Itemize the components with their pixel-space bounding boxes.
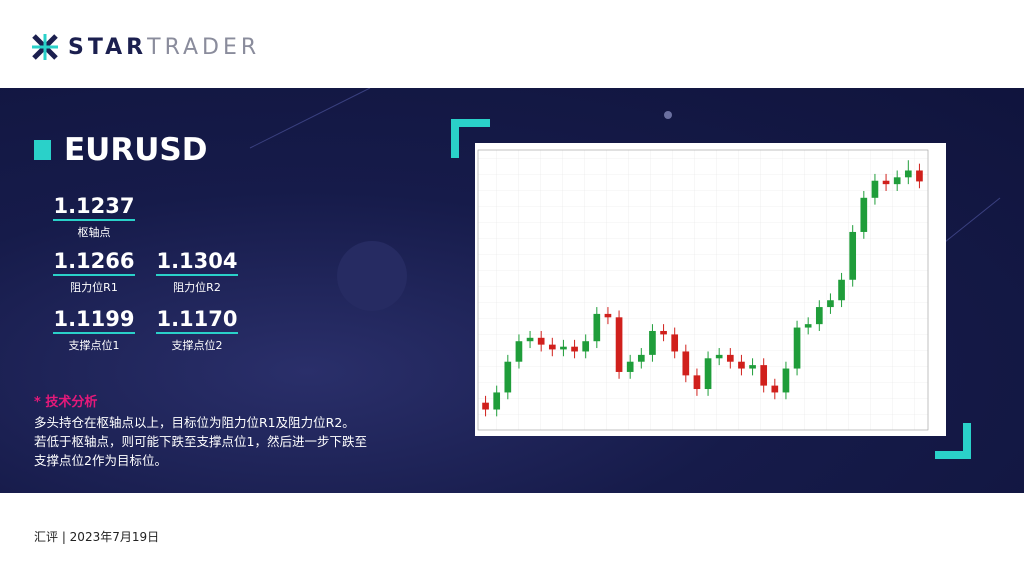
- candle-body: [682, 351, 690, 376]
- symbol: EURUSD: [64, 132, 208, 168]
- candle-body: [582, 341, 590, 352]
- candle-body: [660, 330, 667, 335]
- pivot-label: 枢轴点: [77, 226, 111, 239]
- candle-body: [704, 358, 712, 390]
- candle-body: [760, 365, 768, 386]
- brand-bold: STAR: [68, 34, 148, 60]
- pivot-value: 1.1237: [53, 194, 135, 221]
- r2-value: 1.1304: [156, 249, 238, 276]
- candle-body: [637, 354, 645, 362]
- r1: 1.1266 阻力位R1: [49, 249, 139, 295]
- candle-body: [548, 344, 556, 350]
- candle-body: [860, 197, 868, 232]
- candle-body: [626, 361, 634, 372]
- candle-body: [838, 279, 845, 301]
- chart: [475, 143, 946, 436]
- candle-body: [738, 361, 745, 369]
- candle-body: [504, 361, 512, 393]
- analysis-line: 多头持仓在枢轴点以上，目标位为阻力位R1及阻力位R2。: [34, 415, 355, 430]
- candle-body: [649, 330, 656, 355]
- candle-body: [871, 180, 879, 198]
- candle-body: [882, 180, 890, 185]
- candle-body: [804, 324, 812, 328]
- candle-body: [537, 337, 545, 345]
- candle-body: [904, 170, 912, 178]
- candle-body: [615, 317, 623, 372]
- title-marker: [34, 140, 51, 160]
- candle-body: [604, 313, 612, 318]
- candle-body: [671, 334, 679, 352]
- candle-body: [726, 354, 734, 362]
- candle-body: [715, 354, 723, 359]
- s1: 1.1199 支撑点位1: [49, 307, 139, 353]
- candle-body: [515, 341, 523, 362]
- analysis-title: * 技术分析: [34, 395, 98, 410]
- candle-body: [526, 337, 534, 342]
- brand-light: TRADER: [147, 34, 261, 60]
- s2-value: 1.1170: [156, 307, 238, 334]
- footer: 汇评 | 2023年7月19日: [34, 530, 160, 544]
- candle-body: [827, 300, 834, 308]
- content-band: EURUSD 1.1237 枢轴点 1.1266 阻力位R1 1.1304 阻力位R2…: [0, 88, 1024, 493]
- candle-body: [782, 368, 790, 393]
- candle-body: [793, 327, 801, 369]
- candle-body: [593, 313, 601, 342]
- candle-body: [771, 385, 779, 393]
- s2: 1.1170 支撑点位2: [152, 307, 242, 353]
- plot-area: [477, 149, 929, 431]
- candle-body: [560, 346, 567, 350]
- candle-body: [693, 375, 701, 390]
- s1-label: 支撑点位1: [68, 339, 120, 352]
- s1-value: 1.1199: [53, 307, 135, 334]
- candle-body: [916, 170, 923, 182]
- candle-body: [493, 392, 501, 410]
- chart-frame: [451, 119, 971, 459]
- logo-icon: [32, 34, 58, 60]
- r2-label: 阻力位R2: [173, 281, 221, 294]
- candle-body: [815, 307, 823, 325]
- analysis: 多头持仓在枢轴点以上，目标位为阻力位R1及阻力位R2。 若低于枢轴点，则可能下跌…: [34, 413, 367, 470]
- s2-label: 支撑点位2: [171, 339, 223, 352]
- candle-body: [571, 346, 578, 352]
- r1-label: 阻力位R1: [70, 281, 118, 294]
- candle-body: [849, 231, 857, 280]
- candle-body: [749, 365, 756, 369]
- r2: 1.1304 阻力位R2: [152, 249, 242, 295]
- analysis-line: 若低于枢轴点，则可能下跌至支撑点位1，然后进一步下跌至: [34, 434, 367, 449]
- logo: STAR TRADER: [30, 30, 260, 64]
- candle-body: [482, 402, 489, 410]
- r1-value: 1.1266: [53, 249, 135, 276]
- candle-body: [893, 177, 901, 185]
- pivot: 1.1237 枢轴点: [49, 194, 139, 240]
- analysis-line: 支撑点位2作为目标位。: [34, 453, 167, 468]
